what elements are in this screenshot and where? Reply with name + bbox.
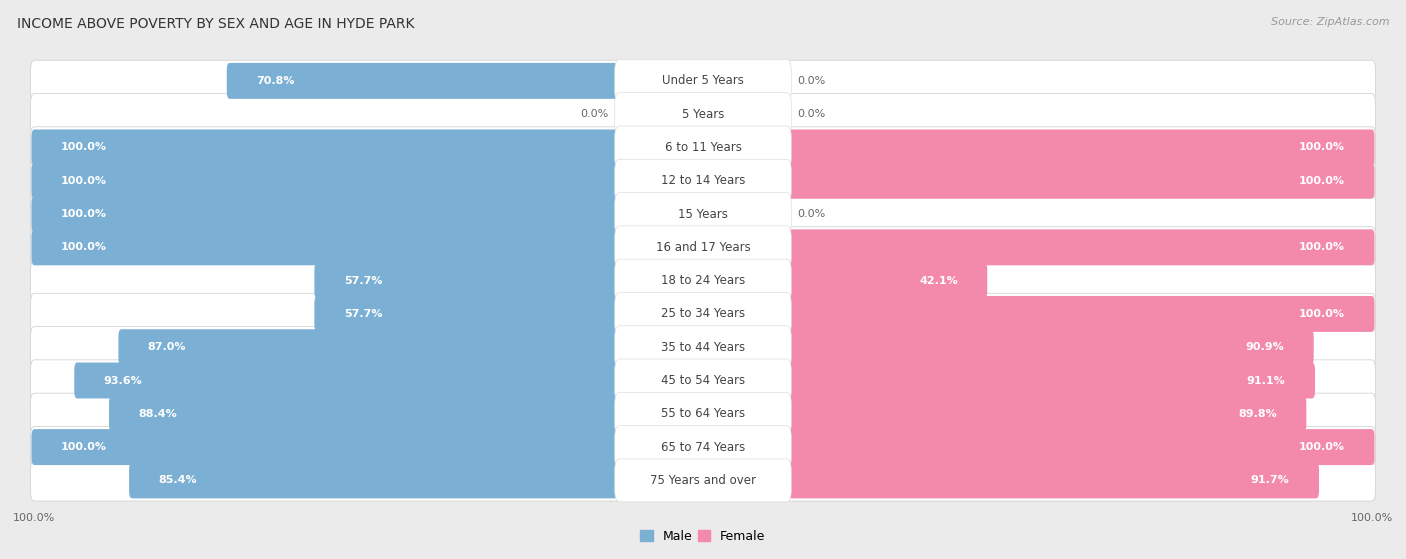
FancyBboxPatch shape — [31, 127, 1375, 168]
FancyBboxPatch shape — [31, 429, 706, 465]
Text: 100.0%: 100.0% — [1299, 243, 1346, 252]
FancyBboxPatch shape — [118, 329, 706, 365]
FancyBboxPatch shape — [31, 160, 1375, 201]
Text: 57.7%: 57.7% — [344, 276, 382, 286]
FancyBboxPatch shape — [31, 260, 1375, 301]
FancyBboxPatch shape — [31, 193, 1375, 235]
FancyBboxPatch shape — [315, 263, 706, 299]
Text: 100.0%: 100.0% — [60, 143, 107, 153]
Text: 88.4%: 88.4% — [138, 409, 177, 419]
FancyBboxPatch shape — [31, 60, 1375, 102]
Text: 91.1%: 91.1% — [1247, 376, 1285, 386]
FancyBboxPatch shape — [700, 429, 1375, 465]
Text: Under 5 Years: Under 5 Years — [662, 74, 744, 87]
Text: 70.8%: 70.8% — [256, 76, 295, 86]
Text: 93.6%: 93.6% — [104, 376, 142, 386]
FancyBboxPatch shape — [31, 196, 706, 232]
FancyBboxPatch shape — [614, 359, 792, 402]
FancyBboxPatch shape — [700, 363, 1315, 399]
Text: 57.7%: 57.7% — [344, 309, 382, 319]
FancyBboxPatch shape — [700, 130, 1375, 165]
FancyBboxPatch shape — [700, 163, 1375, 199]
FancyBboxPatch shape — [129, 462, 706, 499]
FancyBboxPatch shape — [614, 93, 792, 136]
FancyBboxPatch shape — [31, 459, 1375, 501]
FancyBboxPatch shape — [700, 296, 1375, 332]
FancyBboxPatch shape — [31, 130, 706, 165]
FancyBboxPatch shape — [110, 396, 706, 432]
Text: 25 to 34 Years: 25 to 34 Years — [661, 307, 745, 320]
Legend: Male, Female: Male, Female — [636, 525, 770, 548]
Text: 65 to 74 Years: 65 to 74 Years — [661, 440, 745, 453]
Text: 6 to 11 Years: 6 to 11 Years — [665, 141, 741, 154]
Text: 91.7%: 91.7% — [1251, 475, 1289, 485]
FancyBboxPatch shape — [31, 93, 1375, 135]
Text: 100.0%: 100.0% — [1299, 143, 1346, 153]
FancyBboxPatch shape — [700, 229, 1375, 266]
FancyBboxPatch shape — [31, 360, 1375, 401]
FancyBboxPatch shape — [614, 192, 792, 235]
FancyBboxPatch shape — [31, 393, 1375, 434]
Text: 87.0%: 87.0% — [148, 342, 187, 352]
Text: 55 to 64 Years: 55 to 64 Years — [661, 408, 745, 420]
Text: 0.0%: 0.0% — [581, 109, 609, 119]
FancyBboxPatch shape — [75, 363, 706, 399]
Text: 45 to 54 Years: 45 to 54 Years — [661, 374, 745, 387]
FancyBboxPatch shape — [614, 226, 792, 269]
FancyBboxPatch shape — [31, 293, 1375, 335]
FancyBboxPatch shape — [614, 292, 792, 335]
Text: 12 to 14 Years: 12 to 14 Years — [661, 174, 745, 187]
Text: 100.0%: 100.0% — [1299, 442, 1346, 452]
Text: 16 and 17 Years: 16 and 17 Years — [655, 241, 751, 254]
FancyBboxPatch shape — [614, 59, 792, 102]
FancyBboxPatch shape — [226, 63, 706, 99]
Text: 90.9%: 90.9% — [1246, 342, 1284, 352]
FancyBboxPatch shape — [614, 392, 792, 435]
Text: 100.0%: 100.0% — [60, 176, 107, 186]
FancyBboxPatch shape — [614, 425, 792, 468]
FancyBboxPatch shape — [614, 126, 792, 169]
Text: 85.4%: 85.4% — [159, 475, 197, 485]
Text: 5 Years: 5 Years — [682, 108, 724, 121]
FancyBboxPatch shape — [31, 227, 1375, 268]
Text: 89.8%: 89.8% — [1239, 409, 1277, 419]
FancyBboxPatch shape — [700, 396, 1306, 432]
FancyBboxPatch shape — [31, 326, 1375, 368]
Text: 100.0%: 100.0% — [60, 243, 107, 252]
FancyBboxPatch shape — [700, 263, 987, 299]
Text: 0.0%: 0.0% — [797, 109, 825, 119]
Text: 100.0%: 100.0% — [1299, 309, 1346, 319]
FancyBboxPatch shape — [31, 229, 706, 266]
FancyBboxPatch shape — [31, 427, 1375, 468]
Text: 100.0%: 100.0% — [60, 209, 107, 219]
Text: 0.0%: 0.0% — [797, 209, 825, 219]
Text: 35 to 44 Years: 35 to 44 Years — [661, 341, 745, 354]
FancyBboxPatch shape — [614, 326, 792, 369]
Text: 75 Years and over: 75 Years and over — [650, 474, 756, 487]
Text: 18 to 24 Years: 18 to 24 Years — [661, 274, 745, 287]
Text: 15 Years: 15 Years — [678, 207, 728, 221]
Text: Source: ZipAtlas.com: Source: ZipAtlas.com — [1271, 17, 1389, 27]
Text: 100.0%: 100.0% — [60, 442, 107, 452]
FancyBboxPatch shape — [614, 459, 792, 502]
FancyBboxPatch shape — [614, 259, 792, 302]
Text: 42.1%: 42.1% — [920, 276, 957, 286]
FancyBboxPatch shape — [31, 163, 706, 199]
FancyBboxPatch shape — [614, 159, 792, 202]
Text: 100.0%: 100.0% — [1299, 176, 1346, 186]
Text: 0.0%: 0.0% — [797, 76, 825, 86]
FancyBboxPatch shape — [700, 329, 1313, 365]
FancyBboxPatch shape — [315, 296, 706, 332]
Text: INCOME ABOVE POVERTY BY SEX AND AGE IN HYDE PARK: INCOME ABOVE POVERTY BY SEX AND AGE IN H… — [17, 17, 415, 31]
FancyBboxPatch shape — [700, 462, 1319, 499]
